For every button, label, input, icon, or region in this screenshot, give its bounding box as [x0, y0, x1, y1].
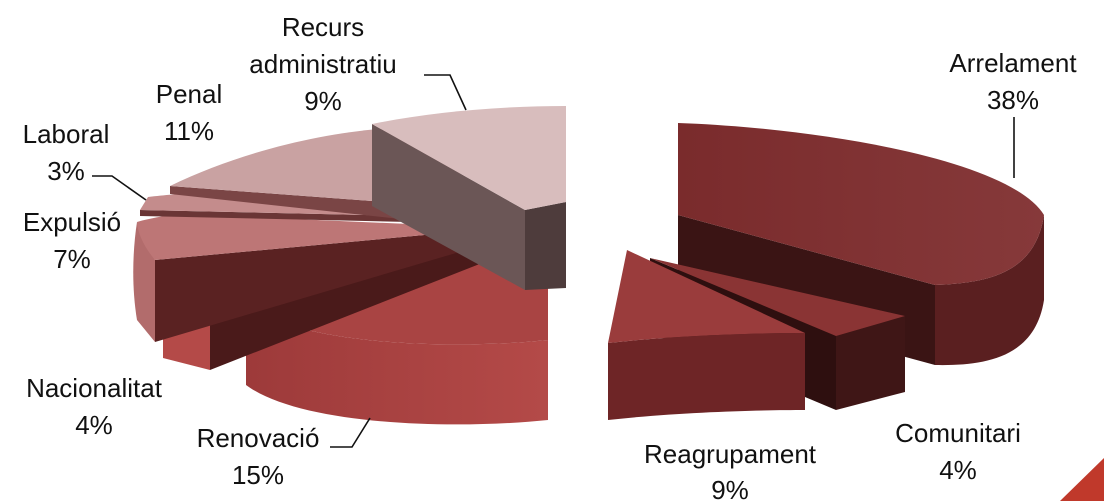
label-comunitari-pct: 4%: [939, 455, 977, 485]
label-arrelament-pct: 38%: [987, 85, 1039, 115]
data-labels: Recurs administratiu 9% Arrelament 38% P…: [23, 12, 1078, 501]
slice-reagrupament: [608, 250, 805, 420]
leader-lines: [92, 74, 1015, 448]
pie-slices: [133, 106, 1044, 425]
label-expulsio-pct: 7%: [53, 244, 91, 274]
label-recurs-line1: Recurs: [282, 12, 364, 42]
label-nacionalitat: Nacionalitat: [26, 373, 163, 403]
label-reagrupament-pct: 9%: [711, 475, 749, 501]
corner-accent-triangle: [1060, 458, 1104, 501]
label-expulsio: Expulsió: [23, 207, 121, 237]
label-nacionalitat-pct: 4%: [75, 410, 113, 440]
label-laboral: Laboral: [23, 119, 110, 149]
label-arrelament: Arrelament: [949, 48, 1077, 78]
label-renovacio-pct: 15%: [232, 460, 284, 490]
label-comunitari: Comunitari: [895, 418, 1021, 448]
label-penal-pct: 11%: [164, 116, 214, 146]
label-laboral-pct: 3%: [47, 156, 85, 186]
leader-laboral: [92, 175, 147, 201]
label-penal: Penal: [156, 79, 223, 109]
leader-renovacio: [330, 417, 371, 448]
slice-recurs-administratiu: [372, 106, 566, 290]
label-reagrupament: Reagrupament: [644, 439, 817, 469]
label-renovacio: Renovació: [197, 423, 320, 453]
leader-recurs: [424, 74, 467, 111]
label-recurs-line2: administratiu: [249, 49, 396, 79]
label-recurs-pct: 9%: [304, 86, 342, 116]
